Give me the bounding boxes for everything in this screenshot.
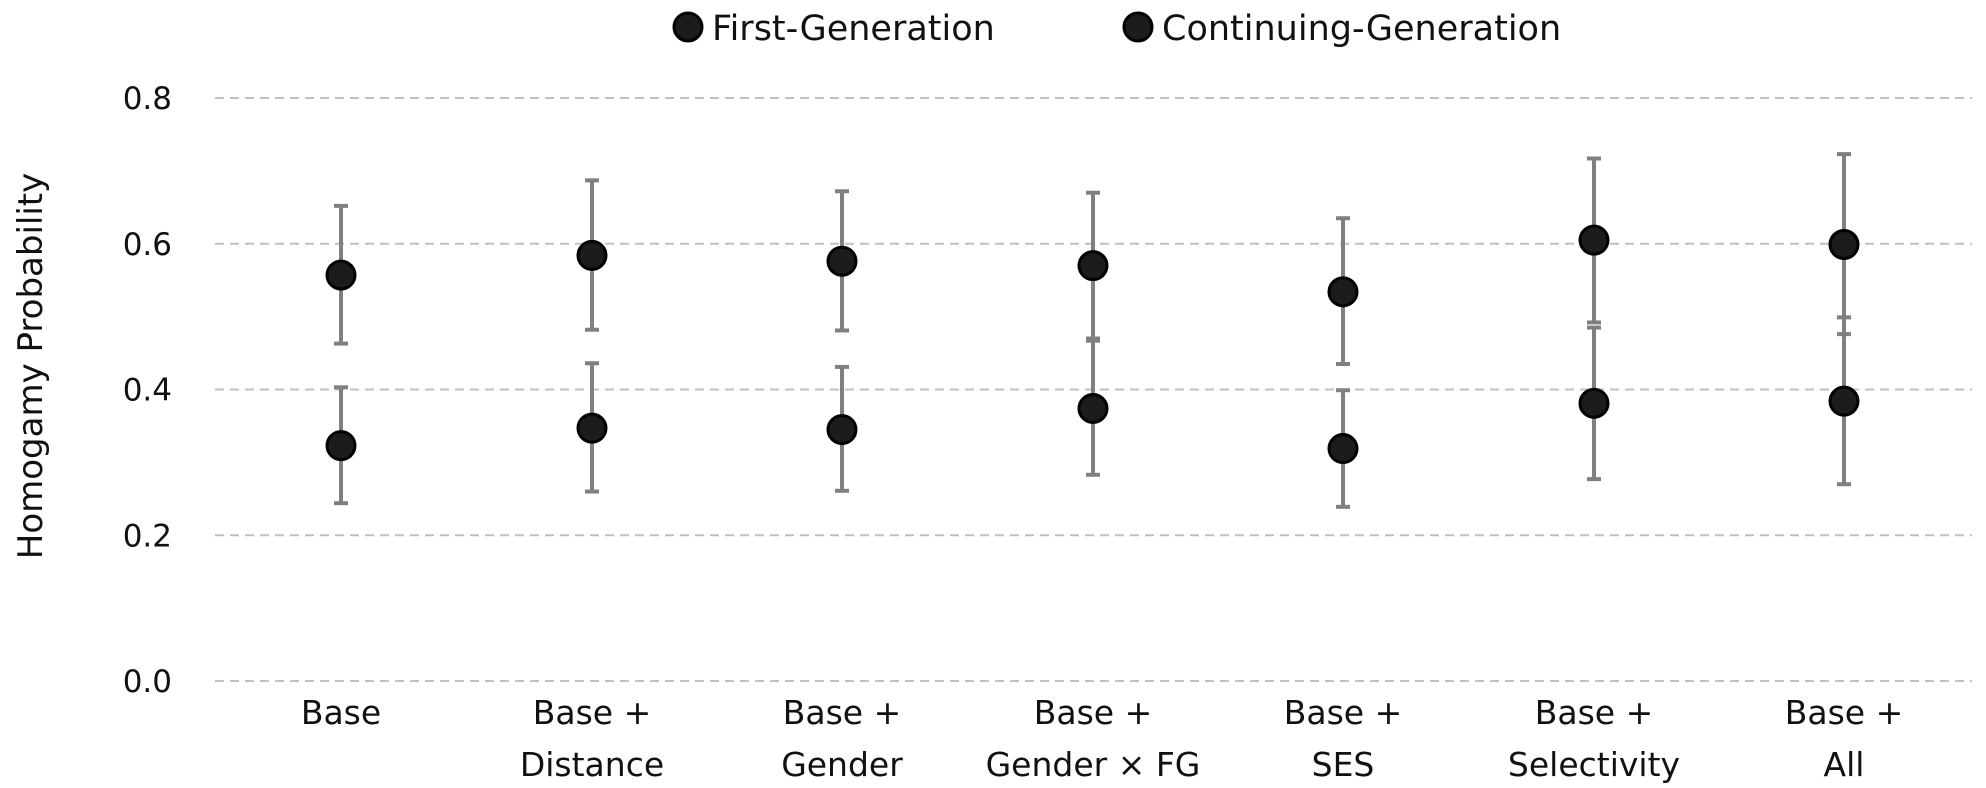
data-point xyxy=(576,412,608,444)
x-category-labels: Base Base + Distance Base + Gender Base + Gend… xyxy=(301,693,1903,784)
y-tick-labels: 0.0 0.2 0.4 0.6 0.8 xyxy=(123,81,172,700)
data-point xyxy=(826,245,858,277)
legend-marker xyxy=(1122,11,1154,43)
legend-label: First-Generation xyxy=(712,9,995,49)
x-category-label: SES xyxy=(1312,745,1375,784)
y-axis-title: Homogamy Probability xyxy=(11,173,51,559)
legend-label: Continuing-Generation xyxy=(1162,9,1561,49)
data-point xyxy=(325,259,357,291)
data-point xyxy=(1327,276,1359,308)
data-point xyxy=(1077,250,1109,282)
data-point xyxy=(1578,224,1610,256)
data-point xyxy=(1077,392,1109,424)
y-tick-label: 0.4 xyxy=(123,373,172,409)
y-tick-label: 0.8 xyxy=(123,81,172,117)
y-tick-label: 0.2 xyxy=(123,518,172,554)
data-point xyxy=(325,430,357,462)
x-category-label: Base + xyxy=(533,693,652,732)
x-category-label: All xyxy=(1824,745,1865,784)
legend: First-Generation Continuing-Generation xyxy=(672,9,1561,49)
x-category-label: Selectivity xyxy=(1508,745,1680,784)
error-bars xyxy=(334,152,1851,509)
x-category-label: Gender × FG xyxy=(986,745,1201,784)
x-category-label: Gender xyxy=(781,745,903,784)
y-tick-label: 0.0 xyxy=(123,664,172,700)
x-category-label: Base + xyxy=(1785,693,1904,732)
data-point xyxy=(1327,433,1359,465)
x-category-label: Base + xyxy=(1535,693,1654,732)
x-category-label: Base + xyxy=(783,693,902,732)
data-points xyxy=(325,224,1860,465)
data-point xyxy=(576,239,608,271)
x-category-label: Base xyxy=(301,693,381,732)
data-point xyxy=(1828,385,1860,417)
data-point xyxy=(1578,387,1610,419)
legend-marker xyxy=(672,11,704,43)
x-category-label: Base + xyxy=(1034,693,1153,732)
data-point xyxy=(826,414,858,446)
data-point xyxy=(1828,228,1860,260)
x-category-label: Base + xyxy=(1284,693,1403,732)
x-category-label: Distance xyxy=(520,745,664,784)
y-tick-label: 0.6 xyxy=(123,227,172,263)
